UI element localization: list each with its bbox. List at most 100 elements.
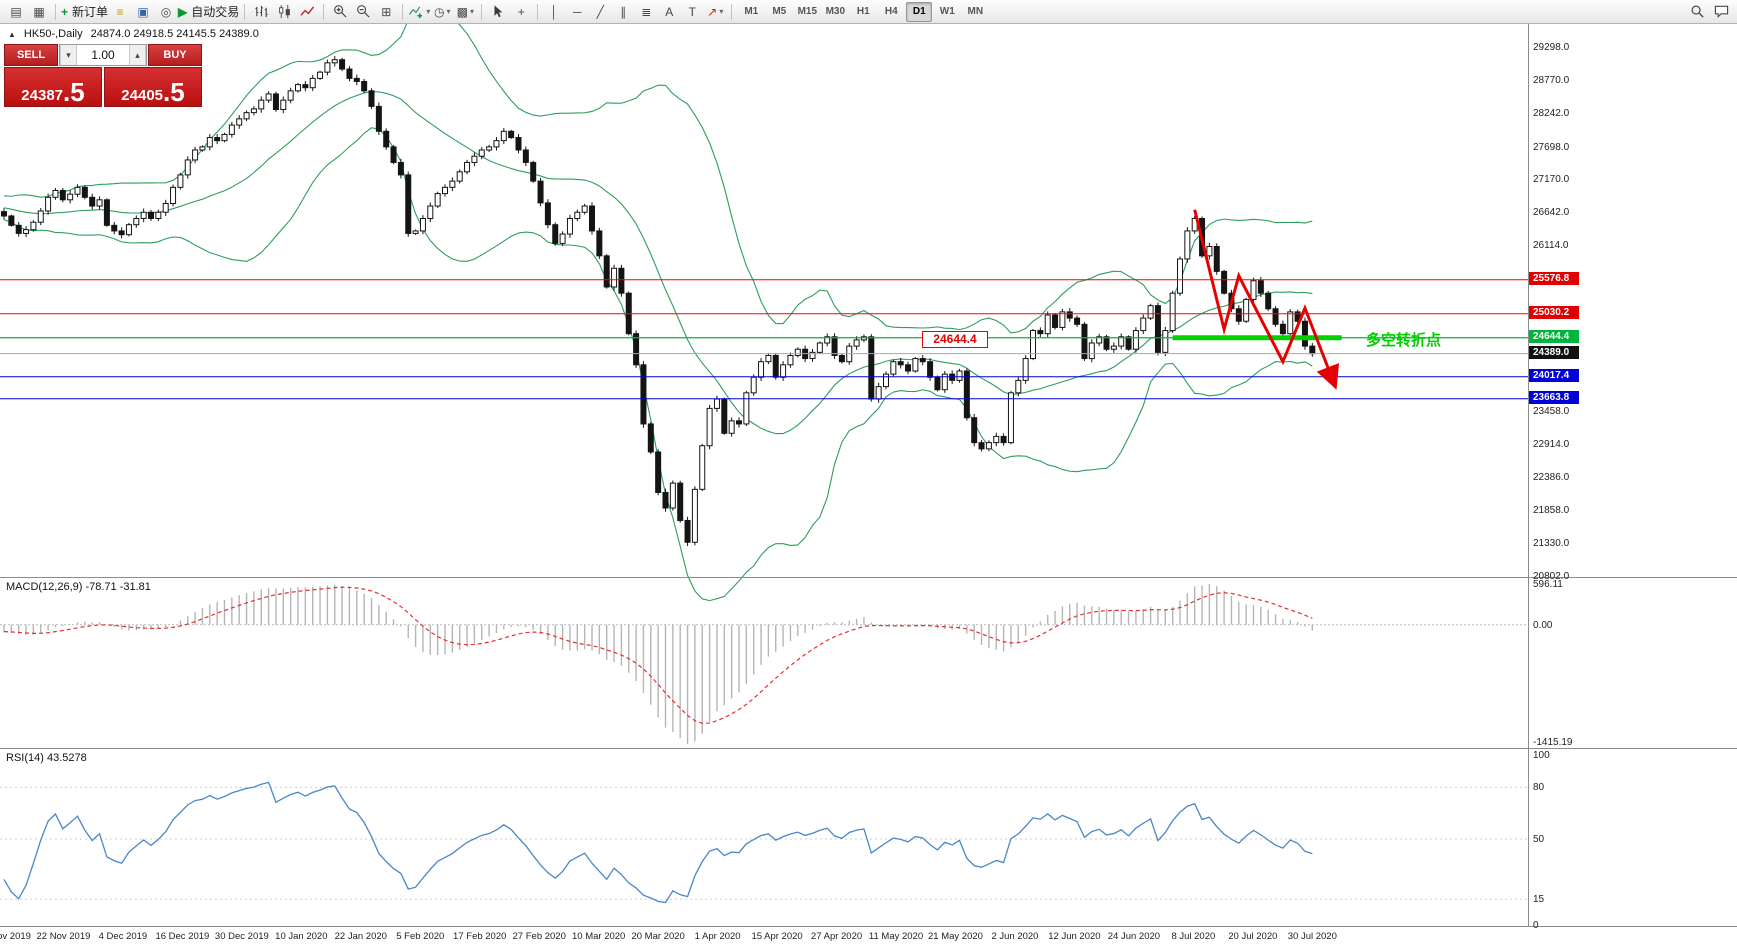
tile-windows-button[interactable]: ⊞ [375,2,397,22]
price-axis-tag: 24644.4 [1529,330,1579,344]
volume-input[interactable]: 1.00 [91,48,115,62]
label-tool-button[interactable]: T [681,2,703,22]
date-axis-label: 8 Jul 2020 [1171,931,1216,942]
new-order-plus-icon: + [61,4,69,19]
horizontal-line-icon: ─ [573,4,582,19]
pane-separators [0,24,1737,927]
macd-indicator-label: MACD(12,26,9) -78.71 -31.81 [6,581,151,593]
sell-price-frac: .5 [63,76,85,107]
timeframe-button-m5[interactable]: M5 [772,6,787,17]
cursor-tool-button[interactable] [487,2,509,22]
price-axis-tick: 27170.0 [1533,174,1570,186]
drawn-annotations[interactable] [1172,209,1342,390]
timeframe-group: M1 M5 M15 M30 H1 H4 D1 W1 MN [737,1,989,22]
date-axis-label: 24 Jun 2020 [1107,931,1161,942]
timeframe-button-d1[interactable]: D1 [906,1,933,22]
date-axis-label: 5 Feb 2020 [396,931,445,942]
date-axis-label: 30 Dec 2019 [214,931,269,942]
toolbar-separator [244,3,246,20]
candlestick-icon [278,4,290,19]
channel-tool-button[interactable]: ∥ [612,2,634,22]
timeframe-button-h4[interactable]: H4 [884,6,898,17]
cursor-icon [494,5,503,18]
periods-button[interactable]: ◷ ▾ [431,2,453,22]
timeframe-button-h1[interactable]: H1 [856,6,870,17]
date-axis-label: 4 Dec 2019 [98,931,148,942]
trendline-tool-button[interactable]: ╱ [589,2,611,22]
arrows-tool-button[interactable]: ↗ ▾ [704,2,726,22]
text-icon: A [665,4,674,19]
chat-button[interactable] [1710,2,1732,22]
price-axis-tag: 25576.8 [1529,272,1579,286]
channel-icon: ∥ [620,4,627,19]
line-chart-icon [300,6,314,16]
trendline-icon: ╱ [596,4,604,19]
price-axis-tick: 21858.0 [1533,505,1570,517]
macd-indicator [0,584,1528,744]
market-watch-button[interactable]: ≡ [109,2,131,22]
templates-dropdown-icon: ▾ [469,7,474,16]
fibonacci-tool-button[interactable]: ≣ [635,2,657,22]
new-chart-button[interactable]: ▤ [5,2,27,22]
rsi-axis-label: 0 [1533,920,1539,931]
one-click-trading-panel: SELL ▾ 1.00 ▴ BUY 24387.5 24405.5 [4,44,202,107]
indicators-button[interactable]: ▾ [408,2,430,22]
panel-collapse-icon[interactable]: ▲ [8,29,16,39]
buy-button[interactable]: BUY [148,44,202,66]
price-axis-tick: 20802.0 [1533,571,1570,582]
autotrading-button[interactable]: ▶ 自动交易 [178,2,239,22]
rsi-indicator-label: RSI(14) 43.5278 [6,752,87,764]
date-axis-label: 15 Apr 2020 [751,931,803,942]
symbol-period-label: HK50-,Daily [23,28,83,40]
zoom-out-icon [356,5,370,18]
sell-button[interactable]: SELL [4,44,58,66]
price-axis-tag: 24389.0 [1529,346,1579,360]
indicators-dropdown-icon: ▾ [426,7,431,16]
timeframe-button-w1[interactable]: W1 [939,6,955,17]
timeframe-button-m15[interactable]: M15 [797,6,818,17]
timeframe-button-m1[interactable]: M1 [744,6,759,17]
crosshair-icon: + [517,4,525,19]
chart-profiles-icon: ▦ [33,4,45,19]
toolbar-separator [481,3,483,20]
price-level-annotation-box[interactable]: 24644.4 [922,331,988,348]
rsi-indicator [0,781,1528,904]
text-tool-button[interactable]: A [658,2,680,22]
turning-point-label[interactable]: 多空转折点 [1366,332,1442,349]
toolbar-separator [731,3,733,20]
horizontal-line-tool-button[interactable]: ─ [566,2,588,22]
crosshair-tool-button[interactable]: + [510,2,532,22]
timeframe-button-mn[interactable]: MN [967,6,984,17]
candlestick-mode-button[interactable] [273,2,295,22]
price-axis-tick: 29298.0 [1533,42,1570,53]
zoom-in-button[interactable] [329,2,351,22]
volume-decrease-button[interactable]: ▾ [60,45,77,65]
vertical-line-tool-button[interactable]: │ [543,2,565,22]
new-order-button[interactable]: + 新订单 [61,2,108,22]
price-axis-tick: 28770.0 [1533,74,1570,86]
candles [1,56,1316,546]
timeframe-button-m30[interactable]: M30 [825,6,846,17]
new-chart-icon: ▤ [10,4,22,19]
toolbar-separator [402,3,404,20]
bar-chart-mode-button[interactable] [250,2,272,22]
date-axis-label: 17 Feb 2020 [453,931,507,942]
navigator-button[interactable]: ◎ [155,2,177,22]
search-button[interactable] [1686,2,1708,22]
rsi-axis-label: 50 [1533,834,1545,845]
zoom-out-button[interactable] [352,2,374,22]
arrows-dropdown-icon: ▾ [719,7,724,16]
date-axis-label: 11 May 2020 [868,931,924,942]
chart-profiles-button[interactable]: ▦ [28,2,50,22]
price-axis-tick: 26114.0 [1533,240,1569,252]
periods-dropdown-icon: ▾ [446,7,451,16]
templates-button[interactable]: ▩ ▾ [454,2,476,22]
line-chart-mode-button[interactable] [296,2,318,22]
buy-price-button[interactable]: 24405.5 [104,67,202,107]
sell-price-button[interactable]: 24387.5 [4,67,102,107]
volume-increase-button[interactable]: ▴ [129,45,146,65]
data-window-button[interactable]: ▣ [132,2,154,22]
price-axis-tick: 22914.0 [1533,439,1570,451]
fibonacci-icon: ≣ [641,4,652,19]
